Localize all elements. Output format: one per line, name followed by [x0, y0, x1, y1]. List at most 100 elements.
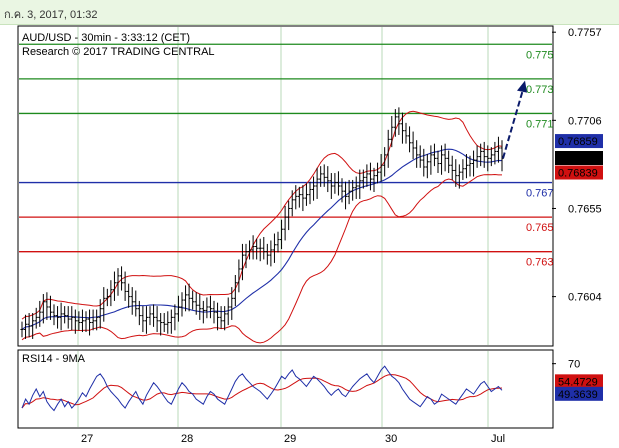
candle [59, 302, 63, 331]
price-plot-frame [17, 25, 554, 347]
candle [130, 287, 134, 315]
candle [383, 147, 387, 177]
candle [461, 159, 465, 180]
moving-average [21, 148, 503, 330]
candle [315, 167, 319, 199]
chart-title: AUD/USD - 30min - 3:33:12 (CET) [22, 32, 190, 44]
candle [464, 154, 469, 179]
candle [489, 147, 493, 167]
candle [98, 299, 102, 329]
price-label-box [555, 151, 603, 166]
candle [407, 126, 412, 153]
candle [379, 154, 383, 182]
candle [233, 275, 237, 307]
rsi-plot-frame [17, 349, 554, 429]
candle [45, 292, 49, 320]
rsi-label-value: 54.4729 [558, 376, 598, 388]
candle [343, 181, 348, 210]
level-label: 0.775 [526, 49, 554, 61]
candle [290, 190, 294, 217]
candle [308, 181, 312, 205]
rsi-lines [21, 365, 503, 412]
level-label: 0.767 [526, 188, 554, 200]
candle [201, 300, 205, 324]
level-label: 0.771 [526, 118, 554, 130]
candle [354, 176, 358, 199]
level-lines: 0.775 0.773 0.771 0.767 0.765 0.763 [19, 43, 554, 269]
candle [301, 185, 305, 212]
candle [340, 178, 344, 203]
candle [454, 159, 458, 187]
candle [116, 268, 120, 296]
candle [351, 179, 355, 201]
candle [119, 266, 124, 291]
candle [287, 200, 291, 231]
candle [276, 231, 280, 253]
candle [91, 309, 95, 331]
candle [169, 309, 173, 334]
candle [205, 297, 209, 319]
trend-arrow [502, 80, 527, 159]
rsi-tick-label: 70 [568, 359, 580, 371]
lower-band [21, 173, 502, 344]
candle [102, 287, 106, 322]
trend-arrow-shaft [502, 89, 524, 159]
candle [347, 179, 351, 205]
candle [191, 290, 195, 310]
rsi-label-box [555, 374, 603, 389]
candle [219, 306, 223, 329]
candle [386, 129, 390, 168]
candle [155, 306, 159, 333]
candle [159, 313, 163, 336]
candle [475, 145, 479, 168]
candle [212, 300, 216, 324]
candle [319, 166, 323, 187]
candle [471, 150, 476, 177]
candle [95, 309, 99, 331]
candle [183, 285, 188, 312]
candle [255, 238, 259, 260]
candle [262, 236, 266, 260]
candle [247, 240, 252, 260]
candle [226, 297, 230, 326]
rsi-ma-line [21, 374, 503, 409]
candle [77, 311, 81, 331]
candle [333, 173, 337, 194]
x-tick-label: 27 [81, 433, 93, 445]
candle [52, 304, 56, 326]
candle [493, 141, 497, 165]
candle [368, 162, 373, 191]
candle [404, 122, 408, 144]
level-label: 0.773 [526, 84, 554, 96]
candle [279, 219, 284, 250]
price-label-box [555, 165, 603, 180]
candle [265, 243, 269, 265]
candle [180, 292, 184, 317]
candle [198, 294, 202, 320]
candle [162, 313, 166, 333]
candle [272, 233, 277, 263]
candle [173, 304, 177, 331]
candle [109, 280, 113, 307]
candle [283, 205, 287, 241]
chart-header-bar: ก.ค. 3, 2017, 01:32 [0, 0, 619, 25]
candle [187, 283, 191, 312]
candle [237, 259, 241, 293]
candle [215, 302, 220, 331]
rsi-line [21, 365, 503, 412]
candle [31, 313, 35, 339]
candle [375, 162, 380, 184]
candle [151, 304, 156, 327]
candle [365, 164, 369, 187]
candle [148, 306, 152, 326]
bollinger-bands [21, 110, 503, 344]
candle [48, 295, 53, 320]
candle [429, 145, 433, 175]
candle [244, 243, 248, 269]
candle [240, 243, 245, 281]
candle [144, 306, 149, 334]
candle [66, 306, 70, 329]
rsi-title: RSI14 - 9MA [22, 353, 86, 365]
candle [294, 185, 298, 210]
